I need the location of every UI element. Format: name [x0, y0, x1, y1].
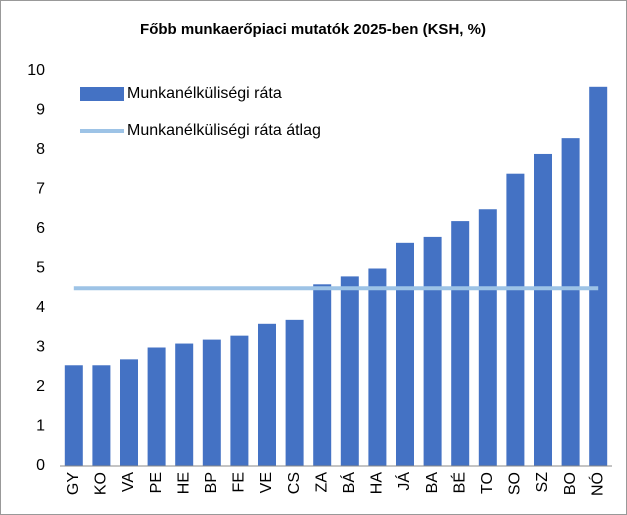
- bar: [368, 268, 387, 466]
- bar: [313, 284, 332, 466]
- y-tick-label: 10: [27, 62, 45, 79]
- y-tick-label: 4: [36, 299, 45, 316]
- bar: [534, 153, 552, 466]
- y-tick-label: 6: [36, 220, 45, 237]
- bar: [589, 86, 608, 467]
- y-tick-label: 3: [36, 339, 45, 356]
- x-tick-label: FE: [231, 472, 248, 492]
- x-tick-label: BP: [203, 472, 220, 493]
- bar: [396, 242, 414, 466]
- x-tick-label: HE: [175, 472, 192, 494]
- y-tick-label: 5: [36, 260, 45, 277]
- bar: [175, 343, 194, 466]
- bar: [147, 347, 166, 466]
- x-tick-label: BÉ: [449, 472, 468, 493]
- y-tick-label: 0: [36, 457, 45, 474]
- x-tick-label: VE: [258, 472, 275, 493]
- chart-title: Főbb munkaerőpiaci mutatók 2025-ben (KSH…: [140, 21, 486, 38]
- x-tick-label: BO: [562, 472, 579, 495]
- y-tick-label: 9: [36, 102, 45, 119]
- x-tick-label: SZ: [534, 472, 551, 493]
- x-tick-label: TO: [479, 472, 496, 494]
- legend-label: Munkanélküliségi ráta: [127, 85, 282, 102]
- bar: [120, 359, 138, 466]
- bar: [92, 365, 111, 466]
- y-tick-label: 1: [36, 418, 45, 435]
- bar: [340, 276, 359, 466]
- bar: [478, 209, 497, 466]
- x-tick-label: VA: [120, 472, 137, 492]
- bar: [561, 138, 580, 466]
- x-tick-label: PE: [148, 472, 165, 493]
- x-tick-label: NÓ: [587, 472, 606, 496]
- x-tick-label: BA: [424, 472, 441, 494]
- y-tick-label: 7: [36, 181, 45, 198]
- x-tick-label: JÁ: [394, 472, 413, 491]
- x-tick-label: SO: [507, 472, 524, 495]
- bar: [258, 323, 276, 466]
- x-tick-label: CS: [286, 472, 303, 494]
- bar: [202, 339, 221, 466]
- y-tick-label: 2: [36, 378, 45, 395]
- bar: [423, 236, 442, 466]
- bar: [506, 173, 525, 466]
- y-tick-label: 8: [36, 141, 45, 158]
- x-tick-label: GY: [65, 472, 82, 495]
- x-tick-label: KO: [93, 472, 110, 495]
- x-tick-label: BÁ: [339, 472, 358, 494]
- bar: [285, 319, 304, 466]
- x-tick-label: ZA: [313, 472, 330, 493]
- bar: [230, 335, 249, 466]
- bar: [451, 221, 470, 466]
- x-tick-label: HA: [369, 472, 386, 495]
- bar: [64, 365, 83, 466]
- legend-label: Munkanélküliségi ráta átlag: [127, 122, 321, 139]
- legend-swatch: [80, 87, 124, 101]
